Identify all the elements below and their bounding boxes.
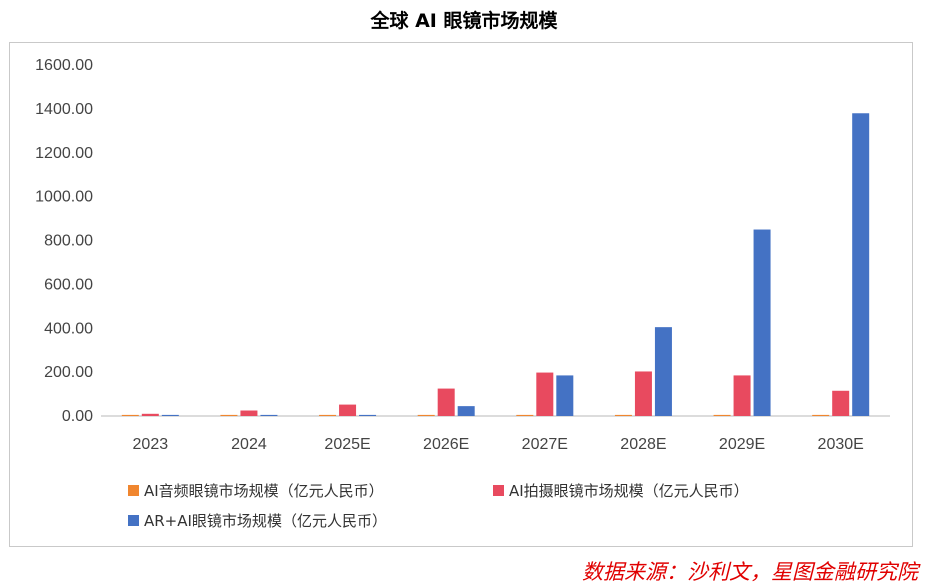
bar-2023-camera <box>141 413 159 416</box>
y-tick-label: 1000.00 <box>35 189 93 206</box>
bar-2023-audio <box>121 414 139 416</box>
legend-label-camera: AI拍摄眼镜市场规模（亿元人民币） <box>509 482 749 500</box>
bar-2026e-audio <box>417 414 435 416</box>
y-tick-label: 200.00 <box>44 364 93 381</box>
bar-2023-ar-ai <box>161 414 179 416</box>
legend-swatch-camera <box>493 485 504 496</box>
y-tick-label: 1400.00 <box>35 101 93 118</box>
y-tick-label: 0.00 <box>62 408 93 425</box>
chart-title: 全球 AI 眼镜市场规模 <box>370 10 558 32</box>
bar-2030e-ar-ai <box>852 113 870 416</box>
x-tick-label: 2023 <box>133 436 169 453</box>
bar-2024-audio <box>220 414 238 416</box>
y-tick-label: 1200.00 <box>35 145 93 162</box>
bar-2030e-audio <box>812 414 830 416</box>
x-tick-label: 2030E <box>818 436 864 453</box>
y-tick-label: 1600.00 <box>35 57 93 74</box>
bar-2028e-audio <box>614 414 632 416</box>
x-tick-label: 2027E <box>522 436 568 453</box>
legend-label-audio: AI音频眼镜市场规模（亿元人民币） <box>144 482 384 500</box>
y-tick-label: 400.00 <box>44 320 93 337</box>
bar-2027e-audio <box>516 414 534 416</box>
bar-2024-ar-ai <box>260 414 278 416</box>
bar-2025e-ar-ai <box>359 414 377 416</box>
legend-swatch-ar-ai <box>128 515 139 526</box>
bar-2029e-ar-ai <box>753 229 771 416</box>
x-tick-label: 2024 <box>231 436 267 453</box>
x-tick-label: 2028E <box>620 436 666 453</box>
bar-2026e-ar-ai <box>457 406 475 416</box>
x-tick-label: 2026E <box>423 436 469 453</box>
bar-chart: 0.00 200.00 400.00 600.00 800.00 1000.00 1200.… <box>35 57 890 453</box>
y-tick-label: 600.00 <box>44 276 93 293</box>
bar-2028e-ar-ai <box>654 327 672 416</box>
bar-2027e-ar-ai <box>556 375 574 416</box>
legend-label-ar-ai: AR+AI眼镜市场规模（亿元人民币） <box>144 512 387 530</box>
bar-2029e-camera <box>733 375 751 416</box>
y-tick-label: 800.00 <box>44 233 93 250</box>
legend-item-audio: AI音频眼镜市场规模（亿元人民币） <box>128 480 384 501</box>
data-source-note: 数据来源：沙利文，星图金融研究院 <box>582 560 918 584</box>
bar-2029e-audio <box>713 414 731 416</box>
legend-item-ar-ai: AR+AI眼镜市场规模（亿元人民币） <box>128 510 387 531</box>
legend-swatch-audio <box>128 485 139 496</box>
x-tick-label: 2025E <box>324 436 370 453</box>
bar-2025e-camera <box>339 404 357 416</box>
chart-frame: 0.00 200.00 400.00 600.00 800.00 1000.00 1200.… <box>9 42 913 547</box>
bar-2025e-audio <box>319 414 337 416</box>
x-tick-label: 2029E <box>719 436 765 453</box>
bar-2027e-camera <box>536 372 554 416</box>
legend-item-camera: AI拍摄眼镜市场规模（亿元人民币） <box>493 480 749 501</box>
bar-2024-camera <box>240 410 258 416</box>
bar-2030e-camera <box>832 390 850 416</box>
bar-2028e-camera <box>634 371 652 416</box>
bar-2026e-camera <box>437 388 455 416</box>
